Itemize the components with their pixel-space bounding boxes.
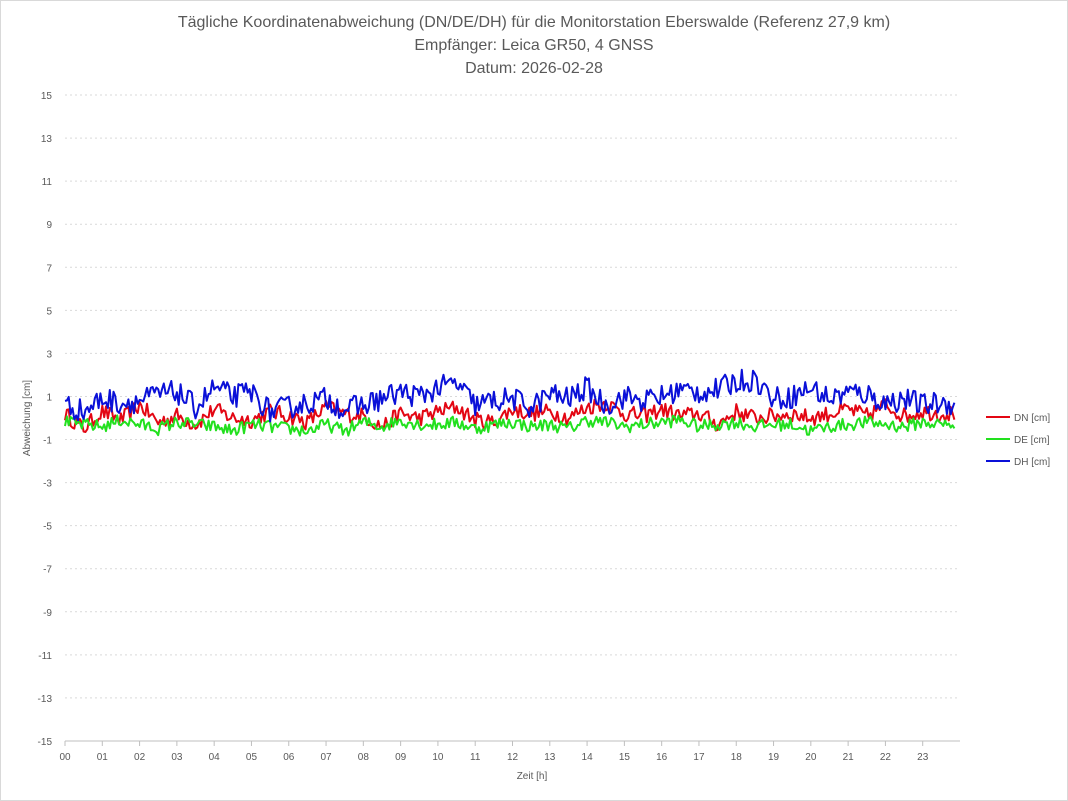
x-tick-label: 03 bbox=[171, 752, 183, 763]
x-tick-label: 12 bbox=[507, 752, 519, 763]
x-tick-label: 06 bbox=[283, 752, 295, 763]
x-tick-label: 22 bbox=[880, 752, 892, 763]
y-tick-label: -13 bbox=[38, 694, 53, 705]
x-tick-label: 20 bbox=[805, 752, 817, 763]
x-tick-label: 00 bbox=[59, 752, 71, 763]
series-line-de bbox=[64, 414, 956, 437]
y-tick-label: 3 bbox=[46, 349, 52, 360]
x-tick-label: 14 bbox=[582, 752, 594, 763]
chart-title: Tägliche Koordinatenabweichung (DN/DE/DH… bbox=[178, 14, 890, 77]
x-tick-label: 08 bbox=[358, 752, 370, 763]
x-tick-label: 21 bbox=[843, 752, 855, 763]
chart-title-line-1: Tägliche Koordinatenabweichung (DN/DE/DH… bbox=[178, 14, 890, 31]
x-tick-label: 19 bbox=[768, 752, 780, 763]
y-tick-label: 5 bbox=[46, 306, 52, 317]
x-axis: 00 01 02 03 04 05 06 07 08 09 10 11 12 13 14 15 16 17 18 19… bbox=[59, 741, 929, 763]
x-tick-label: 05 bbox=[246, 752, 258, 763]
legend-label-de: DE [cm] bbox=[1014, 435, 1050, 446]
y-tick-label: 7 bbox=[46, 263, 52, 274]
x-tick-label: 10 bbox=[432, 752, 444, 763]
y-tick-label: 1 bbox=[46, 392, 52, 403]
x-tick-label: 11 bbox=[470, 752, 481, 763]
x-tick-label: 17 bbox=[693, 752, 705, 763]
y-axis-title: Abweichung [cm] bbox=[22, 380, 33, 456]
x-axis-title: Zeit [h] bbox=[517, 771, 548, 782]
series-line-dn bbox=[64, 398, 956, 433]
x-tick-label: 16 bbox=[656, 752, 668, 763]
x-tick-label: 15 bbox=[619, 752, 631, 763]
x-tick-label: 07 bbox=[320, 752, 332, 763]
y-tick-label: 9 bbox=[46, 220, 52, 231]
y-tick-label: -9 bbox=[43, 608, 52, 619]
y-tick-label: -15 bbox=[38, 737, 53, 748]
x-tick-label: 23 bbox=[917, 752, 929, 763]
legend-label-dn: DN [cm] bbox=[1014, 413, 1050, 424]
x-tick-label: 02 bbox=[134, 752, 146, 763]
y-tick-label: 11 bbox=[42, 177, 53, 188]
x-tick-label: 09 bbox=[395, 752, 407, 763]
x-tick-label: 01 bbox=[97, 752, 109, 763]
y-axis-ticks: 15 13 11 9 7 5 3 1 -1 -3 -5 -7 -9 -11 -13 -15 bbox=[38, 91, 53, 748]
legend: DN [cm] DE [cm] DH [cm] bbox=[986, 413, 1050, 468]
chart-subtitle-date: Datum: 2026-02-28 bbox=[465, 60, 603, 77]
x-tick-label: 13 bbox=[544, 752, 556, 763]
y-tick-label: -5 bbox=[43, 522, 52, 533]
x-tick-label: 18 bbox=[731, 752, 743, 763]
legend-label-dh: DH [cm] bbox=[1014, 457, 1050, 468]
chart-subtitle-receiver: Empfänger: Leica GR50, 4 GNSS bbox=[414, 37, 653, 54]
y-tick-label: 15 bbox=[41, 91, 53, 102]
y-tick-label: -11 bbox=[38, 651, 52, 662]
y-tick-label: -1 bbox=[43, 436, 52, 447]
series-lines bbox=[64, 368, 956, 437]
y-tick-label: -3 bbox=[43, 479, 52, 490]
y-tick-label: 13 bbox=[41, 134, 53, 145]
series-line-dh bbox=[64, 368, 956, 423]
x-tick-label: 04 bbox=[209, 752, 221, 763]
gridlines bbox=[65, 94, 960, 742]
y-tick-label: -7 bbox=[43, 565, 52, 576]
